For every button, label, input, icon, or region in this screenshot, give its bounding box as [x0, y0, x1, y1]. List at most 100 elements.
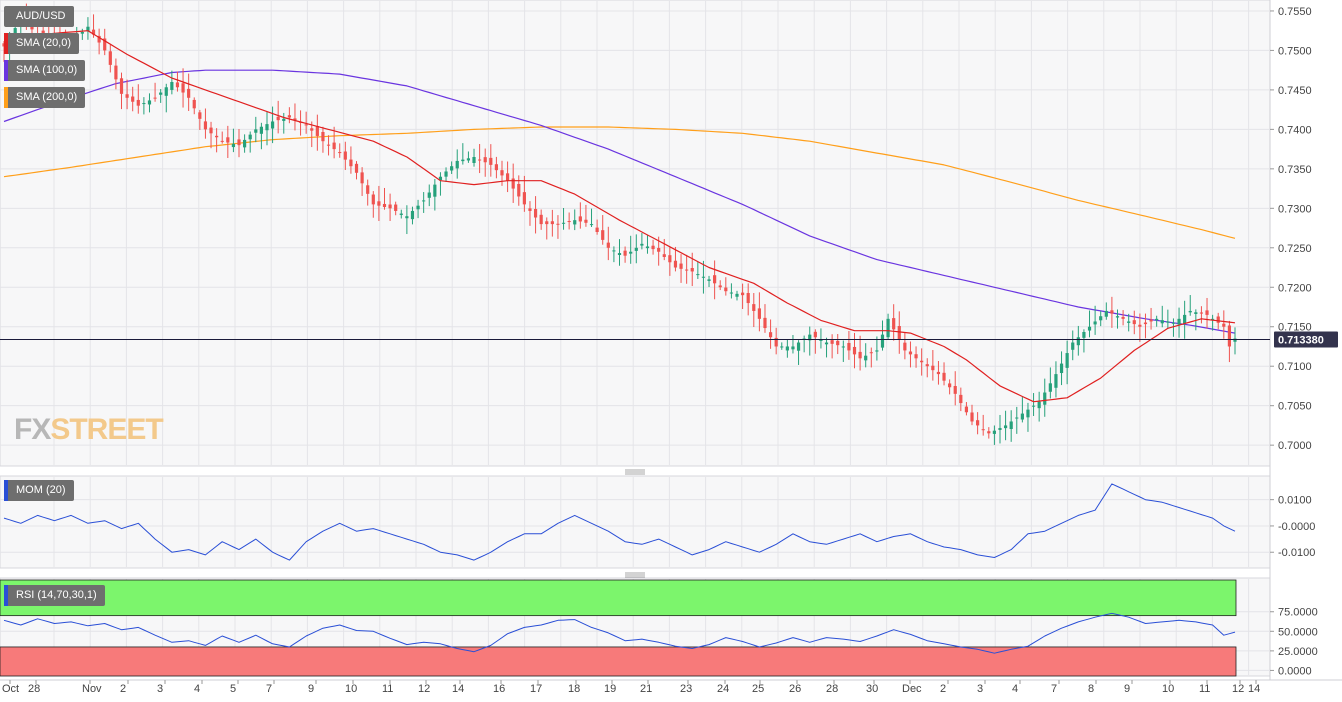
fxstreet-logo: FXSTREET	[14, 413, 164, 447]
candle-down	[371, 194, 375, 205]
candle-up	[444, 171, 448, 177]
legend-rsi: RSI (14,70,30,1)	[4, 585, 105, 606]
candle-down	[948, 383, 952, 388]
candle-down	[953, 385, 957, 394]
candle-up	[1233, 338, 1237, 342]
candle-up	[427, 192, 431, 198]
price-panel-bg	[0, 0, 1271, 467]
candle-down	[287, 115, 291, 118]
candle-down	[91, 29, 96, 35]
candle-down	[830, 340, 834, 344]
candle-up	[466, 158, 471, 161]
candle-up	[864, 355, 868, 361]
candle-down	[852, 346, 857, 355]
logo-fx: FX	[14, 413, 51, 446]
rsi-line	[3, 612, 1236, 654]
logo-street: STREET	[50, 413, 163, 446]
candle-down	[220, 140, 224, 142]
candle-up	[785, 346, 789, 351]
x-tick-label: 24	[717, 683, 729, 695]
x-tick-label: 26	[789, 683, 801, 695]
legend-rsi-label: RSI (14,70,30,1)	[16, 589, 97, 601]
candle-down	[539, 214, 543, 225]
candle-down	[556, 223, 560, 225]
candle-down	[136, 99, 140, 106]
candle-up	[886, 318, 890, 338]
candle-down	[192, 99, 196, 109]
candle-up	[164, 87, 168, 96]
candle-up	[1093, 321, 1097, 325]
candle-down	[668, 255, 672, 263]
x-tick-label: 11	[1199, 683, 1210, 695]
candle-down	[1222, 323, 1226, 327]
candle-down	[914, 354, 918, 359]
candle-down	[114, 65, 118, 80]
legend-symbol: AUD/USD	[4, 6, 74, 27]
legend-rsi-swatch	[4, 585, 8, 606]
x-tick-label: 11	[382, 683, 393, 695]
candle-up	[142, 103, 146, 105]
candle-down	[813, 331, 817, 338]
candle-down	[903, 342, 907, 351]
candle-up	[841, 346, 845, 348]
legend-momentum-swatch	[4, 480, 8, 501]
candle-down	[836, 340, 840, 346]
legend-sma200-label: SMA (200,0)	[16, 91, 78, 103]
candle-up	[455, 160, 459, 169]
candle-down	[1199, 312, 1204, 314]
candle-down	[366, 185, 370, 194]
candle-up	[1127, 321, 1131, 323]
candle-down	[741, 292, 745, 296]
candle-down	[752, 304, 756, 311]
candle-down	[131, 96, 135, 102]
candle-up	[561, 222, 566, 224]
candle-up	[634, 247, 638, 251]
candle-up	[880, 334, 885, 348]
x-tick-label: 17	[530, 683, 542, 695]
current-price-badge	[1274, 331, 1338, 348]
candle-down	[931, 365, 935, 371]
candle-down	[936, 371, 941, 375]
candle-up	[780, 346, 784, 348]
candle-up	[399, 213, 403, 215]
candle-down	[679, 263, 683, 269]
candle-down	[237, 139, 241, 146]
x-tick-label: 14	[452, 683, 464, 695]
sma20-line	[3, 30, 1236, 403]
candle-up	[589, 224, 594, 226]
x-tick-label: 9	[1124, 683, 1130, 695]
candle-up	[147, 100, 152, 105]
candle-down	[713, 275, 717, 284]
candle-down	[942, 372, 946, 381]
candle-down	[595, 227, 599, 232]
candle-up	[438, 176, 443, 181]
candle-up	[259, 126, 263, 134]
candle-up	[416, 205, 420, 210]
candle-up	[1155, 318, 1159, 321]
candle-down	[30, 25, 34, 30]
x-tick-label: 2	[120, 683, 126, 695]
rsi-y-tick-label: 50.0000	[1278, 626, 1318, 638]
candle-up	[1104, 310, 1108, 317]
legend-sma100-swatch	[4, 60, 8, 81]
price-y-tick-label: 0.7300	[1278, 203, 1312, 215]
x-tick-label: 28	[28, 683, 40, 695]
candle-down	[187, 88, 191, 98]
candle-down	[981, 429, 985, 431]
candle-down	[545, 221, 549, 225]
legend-symbol-label: AUD/USD	[16, 10, 66, 22]
candle-down	[326, 144, 331, 146]
price-y-tick-label: 0.7400	[1278, 124, 1312, 136]
candle-down	[685, 269, 689, 271]
candle-down	[103, 38, 107, 51]
candle-up	[1071, 342, 1075, 350]
candle-up	[1037, 401, 1041, 409]
candle-up	[645, 246, 650, 249]
candle-down	[606, 242, 610, 248]
candle-up	[80, 32, 84, 34]
candle-up	[819, 339, 823, 341]
x-tick-label: 25	[752, 683, 764, 695]
candle-up	[265, 124, 269, 131]
x-tick-label: Dec	[902, 683, 922, 695]
